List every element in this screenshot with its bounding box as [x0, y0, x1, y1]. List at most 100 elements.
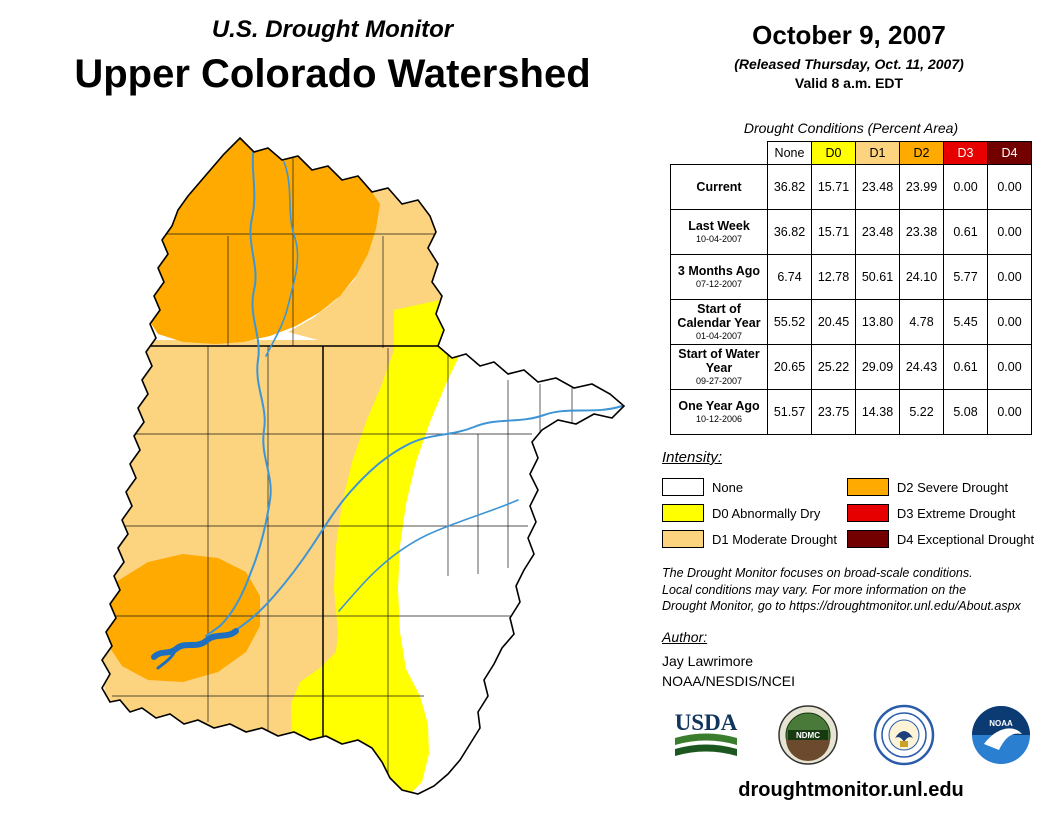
- watershed-map: [88, 134, 648, 804]
- lake-powell: [151, 628, 239, 660]
- value-cell: 23.48: [855, 164, 900, 210]
- col-header-d0: D0: [811, 141, 856, 165]
- d3-swatch-icon: [846, 504, 889, 522]
- river-tributary-north: [265, 161, 299, 357]
- none-swatch-icon: [662, 478, 704, 496]
- row-label: Start of Calendar Year: [677, 301, 761, 331]
- value-cell: 0.00: [987, 254, 1032, 300]
- value-cell: 0.00: [987, 209, 1032, 255]
- table-row-one-year-ago: One Year Ago 10-12-2006 51.57 23.75 14.3…: [670, 389, 1032, 435]
- title-block: U.S. Drought Monitor Upper Colorado Wate…: [25, 16, 640, 97]
- value-cell: 23.48: [855, 209, 900, 255]
- value-cell: 12.78: [811, 254, 856, 300]
- row-label: One Year Ago: [678, 398, 760, 413]
- legend-item-d3: D3 Extreme Drought: [846, 500, 1040, 526]
- svg-text:NDMC: NDMC: [796, 731, 820, 740]
- row-label: 3 Months Ago: [677, 263, 761, 278]
- legend-item-d1: D1 Moderate Drought: [662, 526, 843, 552]
- agency-logos: USDA NDMC NOAA: [662, 704, 1040, 766]
- legend-label: D1 Moderate Drought: [712, 531, 838, 547]
- author-org: NOAA/NESDIS/NCEI: [662, 672, 796, 689]
- table-row-start-water-year: Start of Water Year 09-27-2007 20.65 25.…: [670, 344, 1032, 390]
- valid-time: Valid 8 a.m. EDT: [794, 75, 904, 91]
- value-cell: 0.61: [943, 209, 988, 255]
- author-name: Jay Lawrimore: [662, 652, 754, 669]
- value-cell: 25.22: [811, 344, 856, 390]
- d0-swatch-icon: [662, 504, 704, 522]
- value-cell: 14.38: [855, 389, 900, 435]
- legend-item-d2: D2 Severe Drought: [846, 474, 1040, 500]
- d1-swatch-icon: [662, 530, 704, 548]
- legend-title: Intensity:: [662, 449, 723, 466]
- table-row-current: Current 36.82 15.71 23.48 23.99 0.00 0.0…: [670, 164, 1032, 210]
- legend-label: D2 Severe Drought: [896, 479, 1009, 495]
- value-cell: 51.57: [767, 389, 812, 435]
- disclaimer-line: The Drought Monitor focuses on broad-sca…: [662, 566, 973, 580]
- program-title: U.S. Drought Monitor: [211, 16, 454, 43]
- value-cell: 0.00: [943, 164, 988, 210]
- map-region-d2-southwest: [102, 554, 260, 682]
- value-cell: 0.00: [987, 164, 1032, 210]
- value-cell: 36.82: [767, 209, 812, 255]
- disclaimer-line: Local conditions may vary. For more info…: [662, 582, 967, 597]
- watershed-map-svg: [101, 137, 625, 795]
- website-url[interactable]: droughtmonitor.unl.edu: [738, 778, 964, 801]
- rivers: [151, 145, 623, 670]
- value-cell: 5.45: [943, 299, 988, 345]
- col-header-d1: D1: [855, 141, 900, 165]
- col-header-none: None: [767, 141, 812, 165]
- value-cell: 0.61: [943, 344, 988, 390]
- legend-label: D4 Exceptional Drought: [896, 531, 1035, 547]
- row-date: 09-27-2007: [695, 376, 743, 387]
- drought-conditions-table: None D0 D1 D2 D3 D4 Current 36.82 15.71 …: [670, 141, 1032, 435]
- value-cell: 23.75: [811, 389, 856, 435]
- table-row-last-week: Last Week 10-04-2007 36.82 15.71 23.48 2…: [670, 209, 1032, 255]
- legend-item-none: None: [662, 474, 843, 500]
- page-title: Upper Colorado Watershed: [74, 52, 591, 96]
- value-cell: 29.09: [855, 344, 900, 390]
- table-row-3-months-ago: 3 Months Ago 07-12-2007 6.74 12.78 50.61…: [670, 254, 1032, 300]
- value-cell: 13.80: [855, 299, 900, 345]
- ndmc-logo: NDMC: [777, 704, 838, 765]
- svg-text:USDA: USDA: [675, 710, 738, 735]
- row-date: 07-12-2007: [695, 279, 743, 290]
- map-region-d2-north: [142, 138, 380, 344]
- col-header-d3: D3: [943, 141, 988, 165]
- legend: None D0 Abnormally Dry D1 Moderate Droug…: [662, 474, 1040, 552]
- row-date: 10-04-2007: [695, 234, 743, 245]
- row-label: Last Week: [688, 218, 750, 233]
- d2-swatch-icon: [846, 478, 889, 496]
- col-header-d2: D2: [899, 141, 944, 165]
- value-cell: 20.45: [811, 299, 856, 345]
- d4-swatch-icon: [846, 530, 889, 548]
- disclaimer-line: Drought Monitor, go to https://droughtmo…: [662, 599, 1021, 613]
- lake-outlet: [156, 647, 178, 670]
- value-cell: 5.22: [899, 389, 944, 435]
- value-cell: 4.78: [899, 299, 944, 345]
- value-cell: 23.38: [899, 209, 944, 255]
- row-date: 10-12-2006: [695, 414, 743, 425]
- info-panel: Drought Conditions (Percent Area) None D…: [662, 120, 1040, 802]
- value-cell: 24.10: [899, 254, 944, 300]
- row-date: 01-04-2007: [695, 331, 743, 342]
- green-river: [205, 145, 272, 637]
- value-cell: 36.82: [767, 164, 812, 210]
- value-cell: 23.99: [899, 164, 944, 210]
- disclaimer: The Drought Monitor focuses on broad-sca…: [662, 565, 1040, 615]
- value-cell: 5.77: [943, 254, 988, 300]
- legend-label: D0 Abnormally Dry: [712, 505, 821, 521]
- value-cell: 55.52: [767, 299, 812, 345]
- table-row-start-calendar-year: Start of Calendar Year 01-04-2007 55.52 …: [670, 299, 1032, 345]
- row-label: Start of Water Year: [678, 346, 760, 376]
- svg-text:NOAA: NOAA: [989, 719, 1013, 728]
- value-cell: 15.71: [811, 164, 856, 210]
- table-corner-cell: [671, 142, 768, 165]
- legend-item-d4: D4 Exceptional Drought: [846, 526, 1040, 552]
- value-cell: 6.74: [767, 254, 812, 300]
- county-boundaries: [112, 138, 573, 790]
- value-cell: 20.65: [767, 344, 812, 390]
- value-cell: 15.71: [811, 209, 856, 255]
- value-cell: 50.61: [855, 254, 900, 300]
- row-label: Current: [696, 179, 742, 194]
- legend-label: D3 Extreme Drought: [896, 505, 1016, 521]
